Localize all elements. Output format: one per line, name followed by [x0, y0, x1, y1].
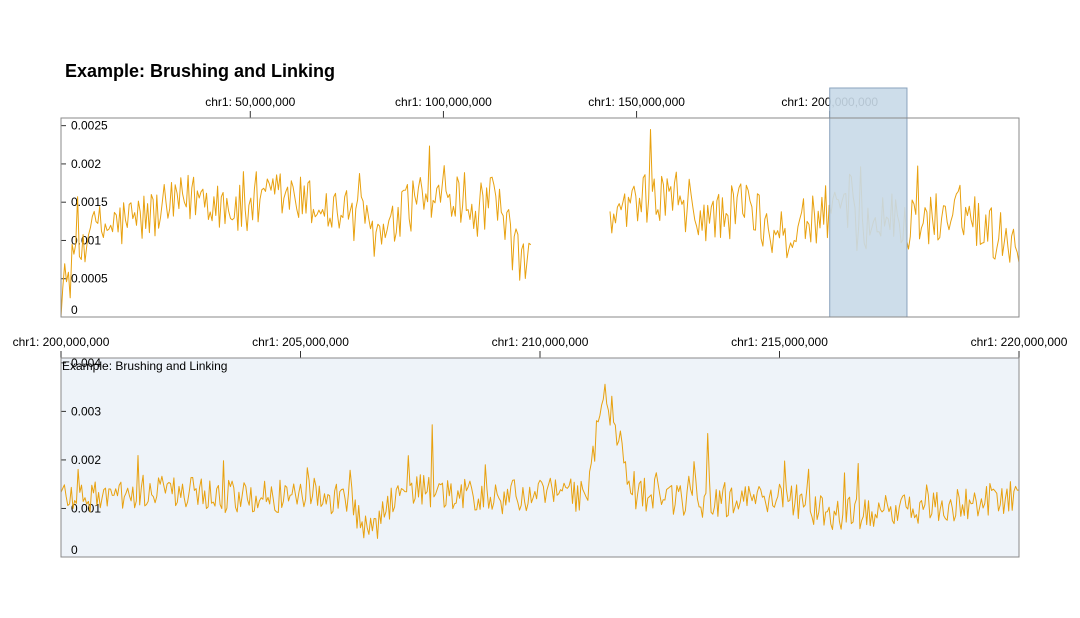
detail-track: chr1: 200,000,000 chr1: 205,000,000 chr1: … — [13, 335, 1068, 558]
detail-signal-line — [60, 383, 1020, 539]
detail-y-tick-label: 0.004 — [71, 356, 101, 370]
overview-track: chr1: 50,000,000 chr1: 100,000,000 chr1: 1… — [60, 87, 1020, 318]
overview-y-tick-label: 0.0025 — [71, 119, 108, 133]
brush-selection[interactable] — [829, 87, 908, 318]
overview-y-tick-label: 0.002 — [71, 157, 101, 171]
overview-frame — [60, 117, 1020, 318]
overview-x-axis: chr1: 50,000,000 chr1: 100,000,000 chr1: 1… — [205, 95, 878, 118]
overview-y-tick-label: 0.0015 — [71, 195, 108, 209]
detail-y-tick-label: 0.003 — [71, 404, 101, 418]
overview-x-tick-label: chr1: 150,000,000 — [588, 95, 685, 109]
overview-y-tick-label: 0 — [71, 303, 78, 317]
detail-x-tick-label: chr1: 200,000,000 — [13, 335, 110, 349]
detail-track-label: Example: Brushing and Linking — [62, 359, 227, 373]
detail-y-tick-label: 0 — [71, 543, 78, 557]
overview-x-tick-label: chr1: 100,000,000 — [395, 95, 492, 109]
overview-signal-line — [60, 129, 1020, 318]
overview-x-tick-label: chr1: 50,000,000 — [205, 95, 295, 109]
detail-y-tick-label: 0.001 — [71, 501, 101, 515]
detail-y-tick-label: 0.002 — [71, 453, 101, 467]
overview-y-tick-label: 0.0005 — [71, 272, 108, 286]
detail-x-axis: chr1: 200,000,000 chr1: 205,000,000 chr1: … — [13, 335, 1068, 358]
detail-x-tick-label: chr1: 215,000,000 — [731, 335, 828, 349]
detail-x-tick-label: chr1: 210,000,000 — [492, 335, 589, 349]
detail-frame — [60, 357, 1020, 558]
chart-title: Example: Brushing and Linking — [65, 61, 336, 81]
detail-x-tick-label: chr1: 220,000,000 — [971, 335, 1068, 349]
detail-x-tick-label: chr1: 205,000,000 — [252, 335, 349, 349]
detail-y-axis: 0 0.001 0.002 0.003 0.004 — [61, 356, 101, 558]
detail-plot-background — [61, 358, 1019, 557]
